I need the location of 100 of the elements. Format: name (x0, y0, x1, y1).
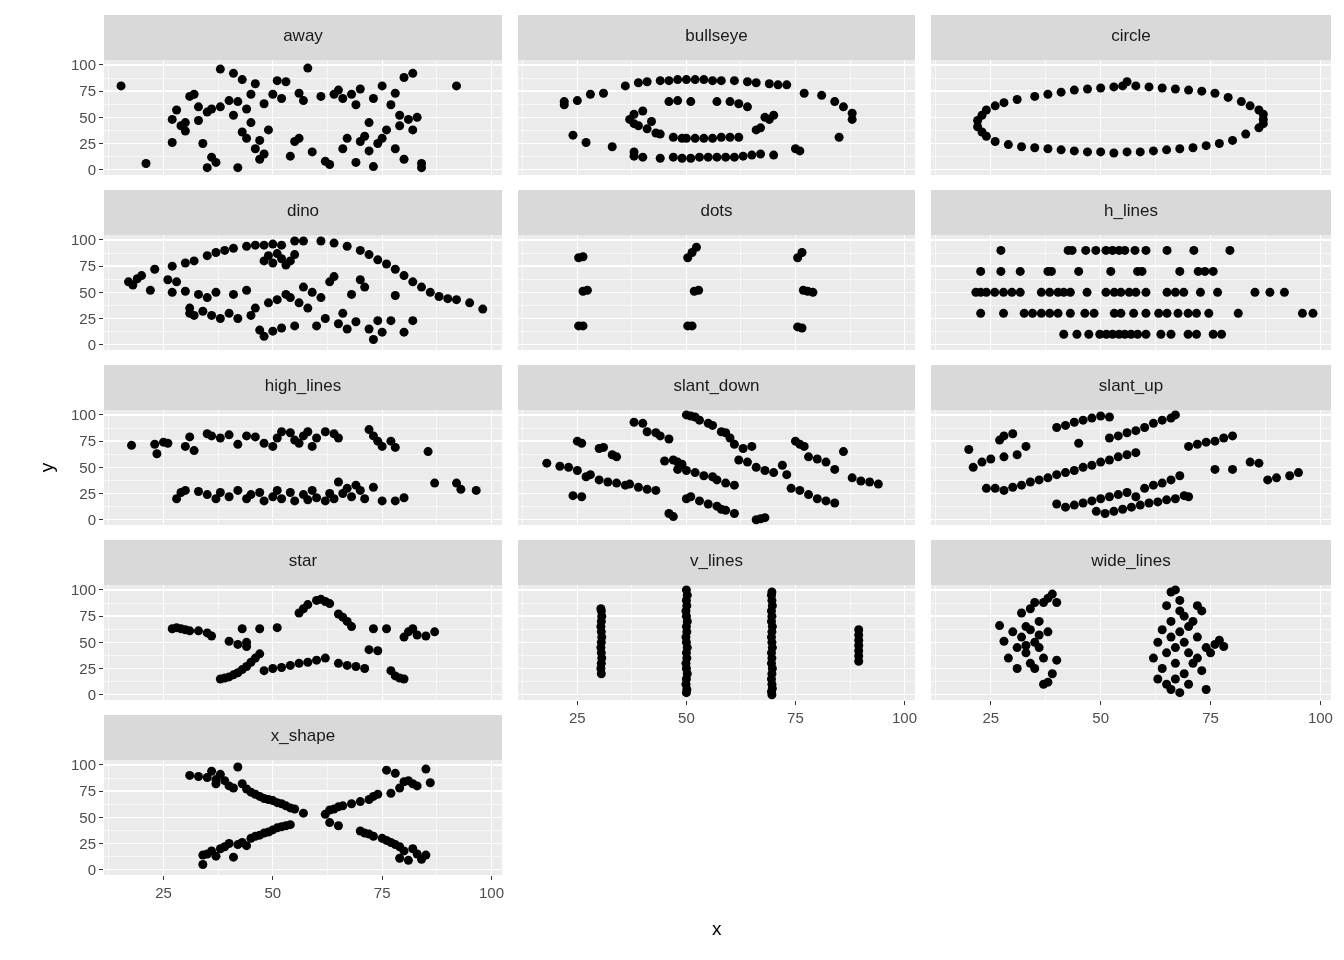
point (1170, 84, 1180, 94)
point (1241, 129, 1251, 139)
x-tick-label: 50 (678, 709, 695, 726)
point (1082, 84, 1092, 94)
point (1201, 141, 1211, 151)
point (1096, 147, 1106, 157)
point (1175, 144, 1185, 154)
x-tick-label: 25 (982, 709, 1000, 726)
chart-title: v_lines (690, 550, 743, 570)
x-tick-label: 75 (373, 884, 391, 901)
y-tick-label: 100 (70, 406, 96, 424)
point (1056, 145, 1066, 155)
point (1043, 89, 1053, 99)
x-tick-label: 25 (568, 709, 586, 726)
y-tick-label: 0 (87, 336, 96, 354)
x-tick-label: 50 (1092, 709, 1110, 726)
point (797, 248, 807, 258)
y-tick-label: 75 (79, 432, 96, 450)
point (808, 287, 818, 297)
point (1043, 144, 1053, 154)
point (1096, 83, 1106, 93)
y-tick-label: 50 (79, 108, 96, 126)
y-tick-label: 100 (70, 756, 96, 774)
x-tick-label: 75 (1202, 709, 1219, 726)
point (1223, 92, 1233, 102)
chart-title: x_shape (270, 725, 336, 745)
point (1030, 91, 1040, 101)
point (1214, 139, 1224, 149)
chart-title: high_lines (264, 375, 342, 395)
x-tick-label: 50 (264, 884, 282, 901)
x-tick-label: 75 (787, 709, 804, 726)
y-tick-label: 50 (79, 458, 96, 476)
y-tick-label: 100 (70, 581, 96, 599)
chart-title: star (288, 550, 318, 570)
y-tick-label: 75 (79, 82, 96, 100)
chart-title: slant_down (673, 375, 760, 395)
point (1056, 87, 1066, 97)
chart-title: slant_up (1098, 375, 1164, 395)
point (1012, 95, 1022, 105)
y-tick-label: 50 (79, 283, 96, 301)
point (694, 285, 704, 295)
y-tick-label: 0 (87, 686, 96, 704)
y-tick-label: 50 (79, 633, 96, 651)
point (691, 242, 701, 252)
point (1109, 82, 1119, 92)
point (1122, 77, 1132, 87)
x-tick-label: 25 (155, 884, 172, 901)
x-tick-label: 100 (478, 884, 505, 901)
y-tick-label: 25 (79, 659, 96, 677)
point (1148, 146, 1158, 156)
y-tick-label: 0 (87, 511, 96, 529)
y-tick-label: 75 (79, 782, 96, 800)
point (1030, 143, 1040, 153)
y-tick-label: 50 (79, 808, 96, 826)
point (990, 136, 1000, 146)
y-tick-label: 25 (79, 134, 96, 152)
point (973, 122, 983, 132)
point (1082, 147, 1092, 157)
y-tick-label: 0 (87, 161, 96, 179)
y-tick-label: 25 (79, 834, 96, 852)
point (1017, 142, 1027, 152)
y-tick-label: 100 (70, 231, 96, 249)
point (999, 98, 1009, 108)
chart-title: dots (700, 200, 733, 220)
chart-title: dino (286, 200, 320, 220)
x-tick-label: 100 (1307, 709, 1333, 726)
point (1135, 147, 1145, 157)
point (1188, 143, 1198, 153)
point (1245, 101, 1255, 111)
point (1069, 146, 1079, 156)
chart-title: h_lines (1104, 200, 1158, 220)
point (1131, 81, 1141, 91)
point (1069, 85, 1079, 95)
point (1236, 97, 1246, 107)
chart-title: bullseye (685, 25, 748, 45)
point (1122, 147, 1132, 157)
chart-title: away (283, 25, 324, 45)
y-tick-label: 0 (87, 861, 96, 879)
point (990, 101, 1000, 111)
x-tick-label: 100 (892, 709, 918, 726)
y-axis-title: y (35, 462, 57, 473)
point (1162, 145, 1172, 155)
y-tick-label: 25 (79, 484, 96, 502)
y-tick-label: 75 (79, 607, 96, 625)
point (1228, 135, 1238, 145)
point (1157, 83, 1167, 93)
chart-title: circle (1111, 25, 1151, 45)
point (578, 252, 588, 262)
point (797, 323, 807, 333)
point (1003, 140, 1013, 150)
x-axis-title: x (712, 918, 722, 939)
y-tick-label: 75 (79, 257, 96, 275)
point (981, 105, 991, 115)
y-tick-label: 100 (70, 56, 96, 74)
point (1144, 82, 1154, 92)
point (1109, 148, 1119, 158)
point (1197, 86, 1207, 96)
point (1254, 123, 1264, 133)
point (1210, 88, 1220, 98)
point (1184, 85, 1194, 95)
